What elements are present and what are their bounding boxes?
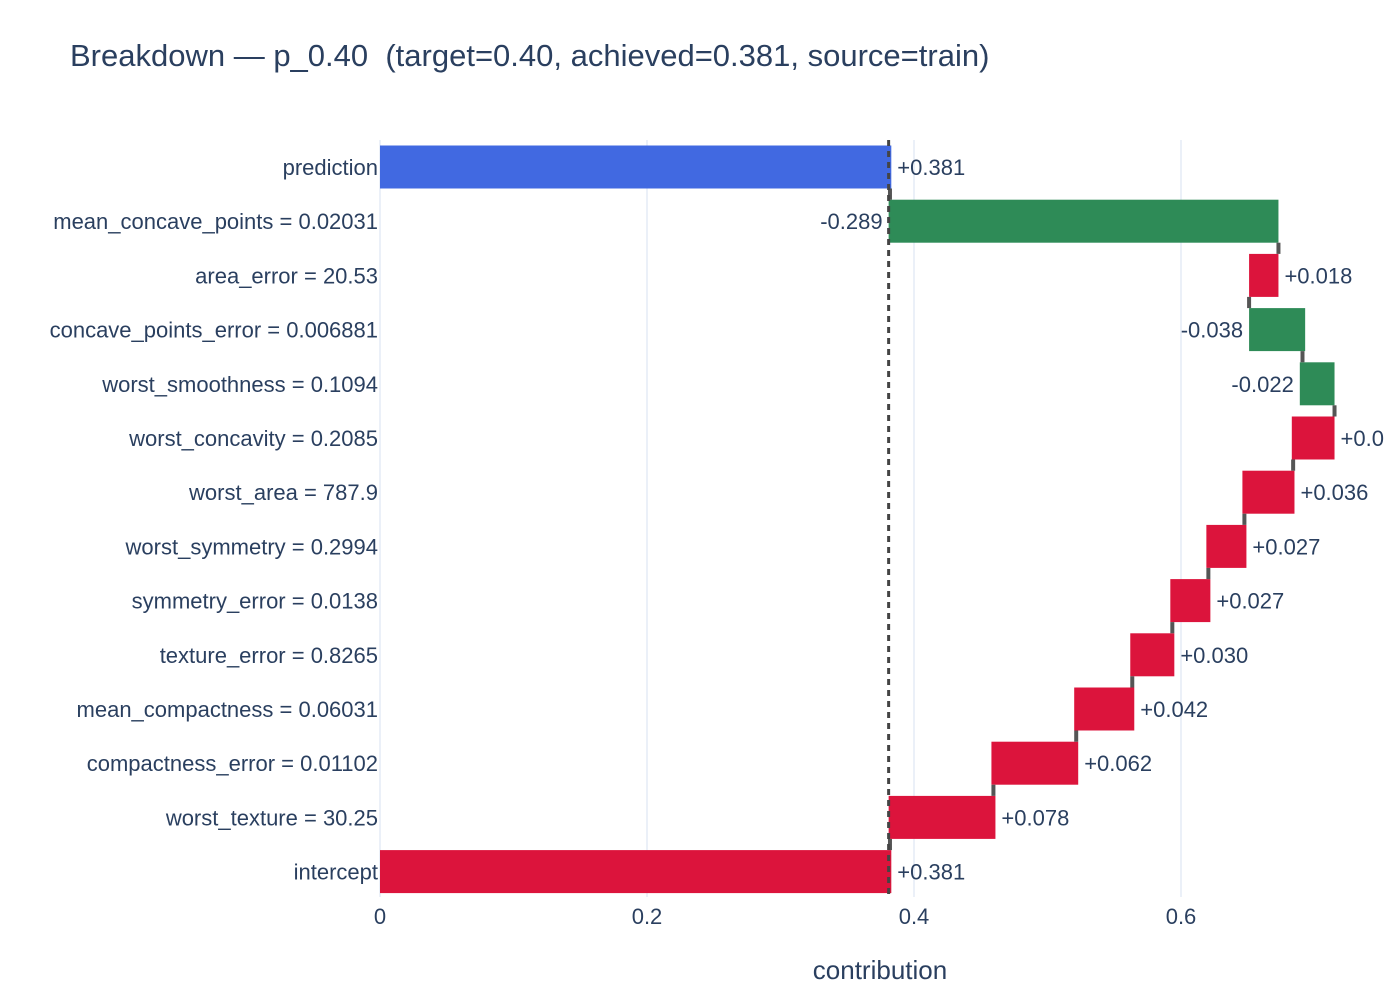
data-label: +0.381 [897, 155, 965, 180]
x-tick-label: 0.6 [1166, 904, 1197, 929]
labels: 0 0.2 0.4 0.6 prediction +0.381 mean_concave_p… [50, 155, 1384, 929]
bar-positive [1074, 687, 1135, 731]
data-label: -0.289 [820, 209, 882, 234]
category-label: worst_smoothness = 0.1094 [101, 372, 378, 397]
grid-lines [379, 140, 1182, 897]
data-label: +0.030 [1180, 643, 1248, 668]
data-label: -0.038 [1181, 318, 1243, 343]
data-label: +0.062 [1084, 751, 1152, 776]
category-label: concave_points_error = 0.006881 [50, 318, 378, 343]
x-tick-label: 0 [374, 904, 386, 929]
data-label: +0.036 [1300, 480, 1368, 505]
category-label: symmetry_error = 0.0138 [132, 589, 378, 614]
bar-prediction [380, 145, 892, 189]
category-label: mean_compactness = 0.06031 [77, 697, 378, 722]
x-tick-label: 0.2 [632, 904, 663, 929]
bar-positive [1249, 253, 1279, 297]
bar-negative [888, 199, 1279, 243]
category-label: worst_symmetry = 0.2994 [125, 534, 378, 559]
category-label: worst_area = 787.9 [188, 480, 378, 505]
category-label: worst_texture = 30.25 [165, 805, 378, 830]
bar-positive [1242, 470, 1295, 514]
category-label: intercept [294, 860, 378, 885]
bar-positive [1170, 579, 1211, 623]
bars [380, 145, 1335, 894]
bar-positive [1291, 416, 1335, 460]
bar-positive [888, 795, 996, 839]
data-label: +0.027 [1252, 534, 1320, 559]
data-label: +0.0 [1341, 426, 1384, 451]
data-label: -0.022 [1231, 372, 1293, 397]
x-tick-label: 0.4 [899, 904, 930, 929]
data-label: +0.018 [1284, 263, 1352, 288]
data-label: +0.027 [1216, 589, 1284, 614]
category-label: mean_concave_points = 0.02031 [53, 209, 378, 234]
data-label: +0.381 [897, 860, 965, 885]
bar-positive [380, 850, 892, 894]
bar-positive [991, 741, 1079, 785]
category-label: area_error = 20.53 [195, 263, 378, 288]
bar-negative [1299, 362, 1335, 406]
bar-positive [1130, 633, 1175, 677]
data-label: +0.078 [1001, 805, 1069, 830]
x-axis-title: contribution [813, 955, 947, 985]
bar-positive [1206, 524, 1247, 568]
bar-negative [1249, 308, 1306, 352]
chart-title: Breakdown — p_0.40 (target=0.40, achieve… [70, 38, 990, 73]
category-label: texture_error = 0.8265 [160, 643, 378, 668]
category-label: compactness_error = 0.01102 [87, 751, 378, 776]
data-label: +0.042 [1140, 697, 1208, 722]
connectors [887, 140, 1337, 897]
category-label: worst_concavity = 0.2085 [128, 426, 378, 451]
category-label: prediction [283, 155, 378, 180]
